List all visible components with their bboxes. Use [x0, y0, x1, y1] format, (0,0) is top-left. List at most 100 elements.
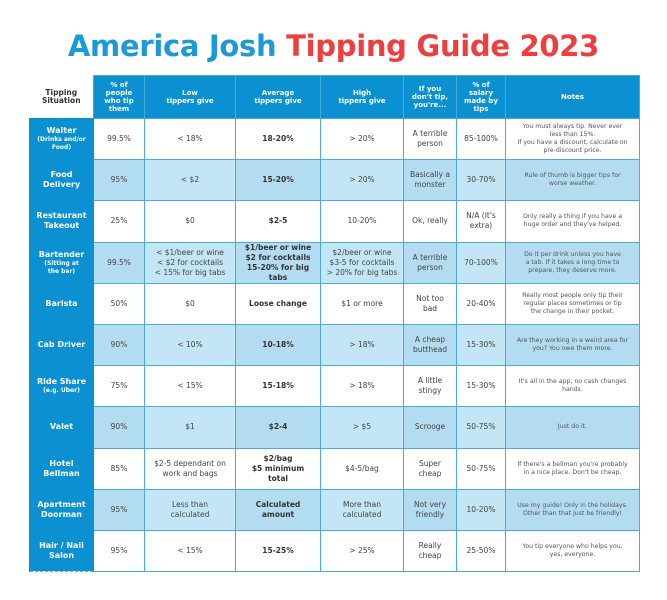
cell-line: regular places sometimes or tip [523, 299, 622, 307]
cell-line: 15-18% [262, 381, 294, 391]
cell-line: > 20% for big tabs [326, 267, 398, 277]
percent-salary-cell: 70-100% [456, 241, 506, 284]
table-row: Waiter (Drinks and/or Food) 99.5% < 18% 18-20… [29, 117, 640, 161]
row-label-situation: Cab Driver [29, 323, 94, 367]
average-tippers-cell: $2/bag $5 minimum total [235, 447, 321, 490]
cell-line: A terrible [412, 252, 448, 262]
notes-cell: If there's a bellman you're probably in a… [505, 447, 640, 490]
row-label-situation: Ride Share (e.g. Uber) [29, 365, 94, 408]
high-tippers-cell: 10-20% [320, 200, 404, 243]
cell-line: 15-20% [262, 175, 294, 185]
cell-line: Really [418, 540, 442, 550]
cell-line: bad [422, 303, 438, 313]
situation-subtitle: (Sitting at [44, 259, 79, 267]
if-you-dont-tip-cell: A terrible person [403, 117, 457, 161]
percent-salary-cell: 20-40% [456, 282, 506, 325]
if-you-dont-tip-cell: Not too bad [403, 282, 457, 325]
percent-who-tip-cell: 50% [93, 282, 145, 325]
column-header-average-tippers: Average tippers give [235, 75, 321, 119]
cell-line: butthead [412, 345, 448, 355]
column-header-percent-who-tip: % of people who tip them [93, 75, 145, 119]
cell-line: You must always tip. Never ever [522, 123, 623, 131]
cell-line: < $1/beer or wine [156, 247, 224, 257]
percent-salary-cell: 10-20% [456, 488, 506, 531]
cell-line: Are they working in a weird area for [516, 337, 629, 345]
situation-name-line2: Salon [48, 550, 75, 560]
situation-subtitle: Food) [51, 144, 72, 152]
average-tippers-cell: $2-5 [235, 200, 321, 243]
percent-who-tip-cell: 90% [93, 406, 145, 449]
column-header-line: Low [182, 89, 198, 97]
title-part-blue: America Josh [67, 29, 277, 63]
notes-cell: Are they working in a weird area for you?… [505, 323, 640, 367]
cell-line: Do it per drink unless you have [524, 250, 621, 258]
table-row: Restaurant Takeout 25% $0 $2-5 10-20% Ok, real… [29, 200, 640, 243]
column-header-high-tippers: High tippers give [320, 75, 404, 119]
column-header-line: tippers give [254, 97, 302, 105]
column-header-line: them [108, 105, 130, 113]
percent-who-tip-cell: 95% [93, 488, 145, 531]
cell-line: < $2 [180, 175, 200, 185]
cell-line: cheap [418, 468, 442, 478]
cell-line: > 18% [349, 340, 375, 350]
cell-line: pre-discount price. [543, 147, 602, 155]
cell-line: $3-5 for cocktails [329, 257, 395, 267]
cell-line: Not too [416, 293, 444, 303]
if-you-dont-tip-cell: A terrible person [403, 241, 457, 284]
low-tippers-cell: < 10% [144, 323, 236, 367]
table-row: Hotel Bellman 85% $2-5 dependant on work and… [29, 447, 640, 490]
cell-line: $4-5/bag [345, 463, 379, 473]
column-header-line: Average [261, 89, 295, 97]
situation-name: Hair / Nail [39, 540, 84, 550]
low-tippers-cell: $0 [144, 282, 236, 325]
situation-name-line2: Bellman [43, 468, 80, 478]
cell-line: cheap [418, 550, 442, 560]
if-you-dont-tip-cell: Really cheap [403, 529, 457, 573]
cell-line: $1/beer or wine [244, 242, 312, 252]
percent-salary-cell: N/A (It's extra) [456, 200, 506, 243]
average-tippers-cell: Loose change [235, 282, 321, 325]
column-header-line: % of [110, 81, 128, 89]
high-tippers-cell: More than calculated [320, 488, 404, 531]
situation-subtitle: the bar) [47, 267, 76, 275]
average-tippers-cell: 15-25% [235, 529, 321, 573]
column-header-low-tippers: Low tippers give [144, 75, 236, 119]
if-you-dont-tip-cell: A little stingy [403, 365, 457, 408]
column-header-line: who tip [104, 97, 134, 105]
cell-line: extra) [469, 221, 493, 231]
cell-line: $2/beer or wine [332, 247, 392, 257]
cell-line: < 15% for big tabs [154, 267, 226, 277]
cell-line: $2-4 [268, 422, 288, 432]
high-tippers-cell: > 18% [320, 365, 404, 408]
cell-line: < 15% [177, 545, 203, 555]
cell-line: < 18% [177, 134, 203, 144]
cell-line: < 15% [177, 381, 203, 391]
if-you-dont-tip-cell: Basically a monster [403, 159, 457, 202]
high-tippers-cell: $1 or more [320, 282, 404, 325]
cell-line: yes, everyone. [549, 550, 596, 558]
situation-name: Valet [49, 422, 74, 432]
column-header-if-you-dont-tip: If you don't tip, you're... [403, 75, 457, 119]
high-tippers-cell: $2/beer or wine $3-5 for cocktails > 20% f… [320, 241, 404, 284]
cell-line: < $2 for cocktails [156, 257, 224, 267]
cell-line: $2/bag [263, 453, 293, 463]
percent-who-tip-cell: 99.5% [93, 241, 145, 284]
cell-line: in a nice place. Don't be cheap. [523, 468, 622, 476]
if-you-dont-tip-cell: Super cheap [403, 447, 457, 490]
cell-line: Scrooge [414, 422, 446, 432]
cell-line: Basically a [409, 170, 451, 180]
table-body: Waiter (Drinks and/or Food) 99.5% < 18% 18-20… [29, 117, 640, 573]
column-header-line: Situation [41, 95, 81, 105]
low-tippers-cell: < 18% [144, 117, 236, 161]
cell-line: Ok, really [412, 216, 448, 226]
situation-name-line2: Takeout [43, 221, 80, 231]
low-tippers-cell: $0 [144, 200, 236, 243]
cell-line: work and bags [162, 468, 218, 478]
column-header-line: % of [472, 81, 490, 89]
low-tippers-cell: $2-5 dependant on work and bags [144, 447, 236, 490]
low-tippers-cell: < $1/beer or wine < $2 for cocktails < 15%… [144, 241, 236, 284]
high-tippers-cell: > 18% [320, 323, 404, 367]
low-tippers-cell: < 15% [144, 529, 236, 573]
cell-line: $1 [185, 422, 195, 432]
cell-line: > 20% [349, 134, 375, 144]
